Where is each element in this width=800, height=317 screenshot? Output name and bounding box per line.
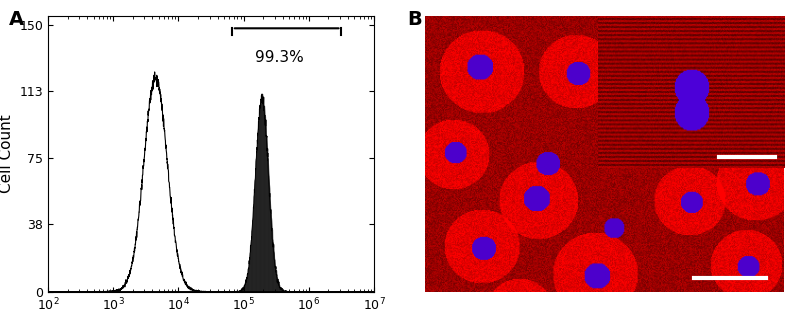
- Y-axis label: Cell Count: Cell Count: [0, 114, 14, 193]
- Text: 99.3%: 99.3%: [255, 50, 304, 65]
- Text: B: B: [407, 10, 422, 29]
- Text: A: A: [9, 10, 24, 29]
